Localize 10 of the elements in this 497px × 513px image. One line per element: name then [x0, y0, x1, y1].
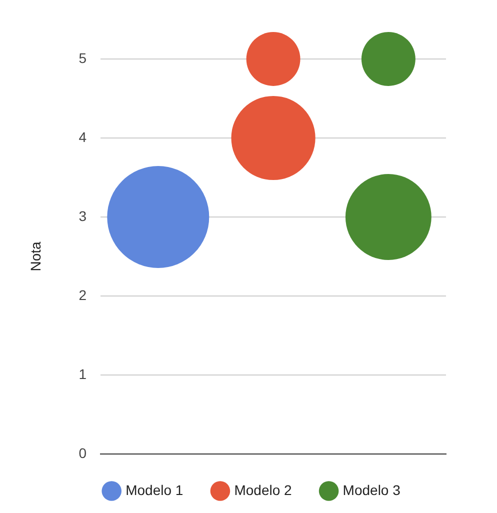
legend-label: Modelo 1	[126, 482, 184, 498]
y-tick-label: 3	[78, 208, 87, 224]
y-tick-label: 1	[78, 366, 87, 382]
y-tick-label: 2	[78, 286, 87, 303]
y-tick-label: 0	[78, 444, 87, 461]
y-tick-label: 5	[78, 50, 87, 66]
y-axis-title: Nota	[27, 242, 44, 272]
y-tick-label: 4	[78, 128, 87, 145]
legend-label: Modelo 2	[234, 482, 292, 498]
legend-label: Modelo 3	[342, 482, 401, 498]
